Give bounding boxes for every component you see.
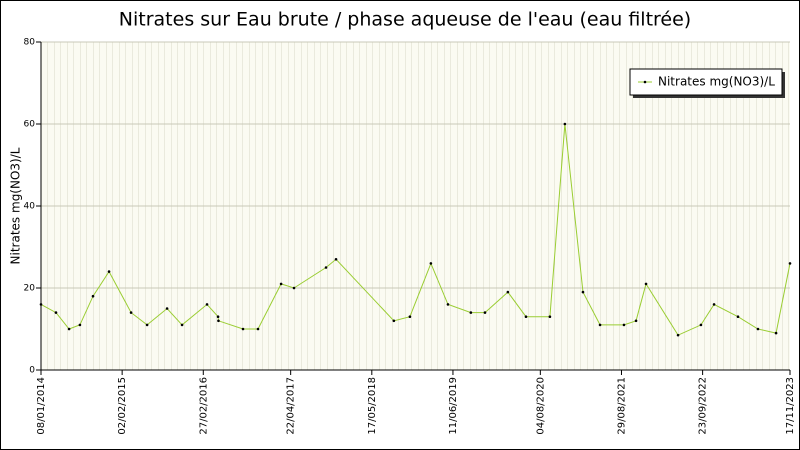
y-tick-label: 40	[24, 202, 36, 212]
data-point	[334, 258, 338, 261]
data-point	[217, 319, 220, 323]
data-point	[241, 327, 245, 331]
x-tick-label: 23/09/2022	[698, 377, 709, 435]
data-point	[774, 331, 778, 335]
x-tick-label: 27/02/2016	[198, 377, 209, 435]
data-point	[129, 311, 133, 314]
data-point	[279, 282, 283, 286]
data-point	[788, 262, 792, 265]
x-tick-label: 08/01/2014	[36, 377, 47, 435]
legend	[629, 68, 785, 98]
x-tick-label: 11/06/2019	[448, 377, 459, 435]
data-point	[756, 327, 760, 331]
data-point	[216, 315, 220, 319]
data-point	[165, 307, 169, 310]
data-point	[736, 315, 740, 319]
x-tick-label: 17/05/2018	[367, 377, 378, 435]
data-point	[39, 303, 43, 306]
data-point	[598, 323, 602, 327]
data-point	[699, 323, 703, 327]
data-point	[429, 262, 433, 265]
y-axis-label: Nitrates mg(NO3)/L	[9, 147, 23, 264]
legend-marker	[643, 80, 647, 84]
y-tick-label: 0	[29, 366, 35, 376]
data-point	[446, 303, 450, 306]
data-point	[644, 282, 648, 286]
data-point	[256, 327, 260, 331]
data-point	[91, 294, 95, 298]
data-point	[712, 303, 716, 306]
data-point	[524, 315, 528, 319]
chart-title: Nitrates sur Eau brute / phase aqueuse d…	[119, 9, 691, 31]
x-tick-label: 17/11/2023	[785, 377, 796, 435]
data-point	[205, 303, 209, 306]
data-point	[548, 315, 552, 319]
data-point	[54, 311, 58, 314]
data-point	[469, 311, 473, 314]
data-point	[180, 323, 184, 327]
data-point	[483, 311, 487, 314]
data-point	[581, 290, 585, 294]
data-point	[67, 327, 71, 331]
x-tick-label: 02/02/2015	[117, 377, 128, 435]
data-point	[78, 323, 82, 327]
x-tick-label: 29/08/2021	[616, 377, 627, 435]
data-point	[563, 122, 567, 126]
legend-label: Nitrates mg(NO3)/L	[658, 75, 775, 89]
data-point	[506, 290, 510, 294]
x-tick-label: 04/08/2020	[535, 377, 546, 435]
y-tick-label: 20	[24, 284, 36, 294]
data-point	[408, 315, 412, 319]
data-point	[107, 270, 111, 273]
x-tick-label: 22/04/2017	[286, 377, 297, 435]
data-point	[392, 319, 396, 323]
y-tick-label: 60	[24, 120, 36, 130]
y-tick-label: 80	[24, 38, 36, 48]
data-point	[292, 286, 296, 290]
data-point	[676, 333, 680, 337]
data-point	[145, 323, 149, 327]
data-point	[324, 266, 328, 269]
data-point	[634, 319, 638, 323]
legend-box	[629, 68, 783, 96]
data-point	[622, 323, 626, 327]
